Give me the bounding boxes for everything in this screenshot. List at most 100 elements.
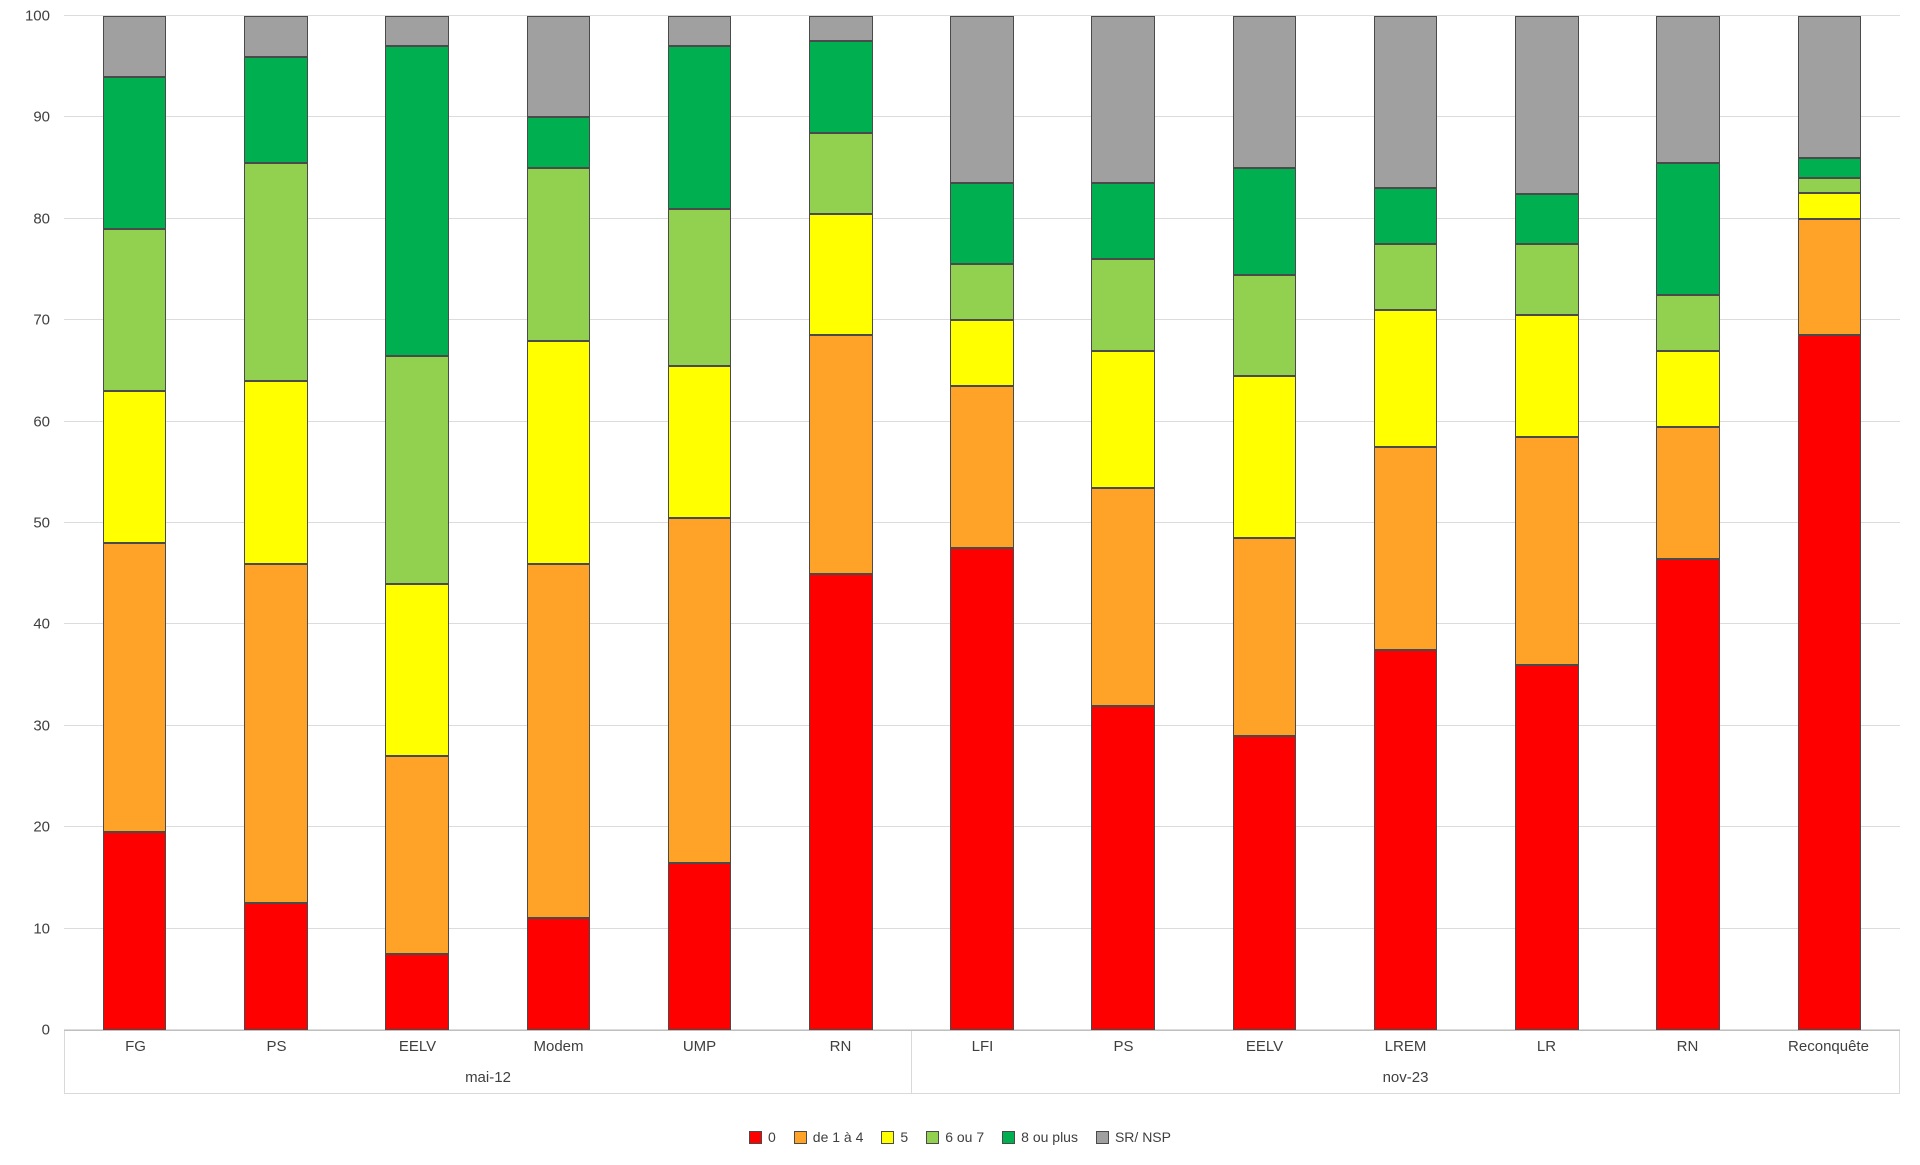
y-tick-label: 70 <box>33 311 50 329</box>
bar-segment-3 <box>1515 315 1579 437</box>
bar-segment-1 <box>667 862 732 1030</box>
bar-segment-5 <box>1797 158 1862 179</box>
axis-group: LFI PS EELV LREM LR RN Reconquête nov-23 <box>912 1031 1900 1093</box>
bar-segment-2 <box>809 335 873 574</box>
bar-segment-3 <box>244 381 308 564</box>
bar-slot <box>629 16 770 1030</box>
stacked-bar <box>1656 16 1720 1030</box>
bar-groups <box>64 16 1900 1030</box>
bar-segment-6 <box>385 16 449 47</box>
plot-area <box>64 15 1900 1030</box>
bar-slot <box>488 16 629 1030</box>
bar-segment-4 <box>244 163 308 382</box>
bar-segment-3 <box>1797 193 1862 219</box>
legend-label: 5 <box>900 1129 909 1145</box>
category-label: Reconquête <box>1788 1038 1869 1055</box>
bar-segment-5 <box>244 56 308 164</box>
bar-segment-1 <box>1373 649 1438 1030</box>
bar-segment-6 <box>1515 16 1579 194</box>
category-label: LREM <box>1384 1038 1427 1055</box>
bar-segment-5 <box>1656 163 1720 295</box>
y-tick-label: 10 <box>33 920 50 938</box>
bar-slot <box>1476 16 1617 1030</box>
bar-slot <box>1759 16 1900 1030</box>
bar-slot <box>205 16 346 1030</box>
legend-label: 8 ou plus <box>1021 1129 1078 1145</box>
bar-segment-1 <box>1515 664 1579 1030</box>
bar-slot <box>64 16 205 1030</box>
legend-item: SR/ NSP <box>1095 1129 1171 1145</box>
bar-segment-5 <box>385 46 449 356</box>
category-label: EELV <box>1245 1038 1284 1055</box>
bar-segment-2 <box>1656 426 1720 559</box>
legend-label: 0 <box>768 1129 776 1145</box>
x-axis: FG PS EELV Modem UMP RN mai-12 LFI PS EELV LREM LR R… <box>64 1030 1900 1094</box>
stacked-bar <box>102 16 167 1030</box>
category-label: PS <box>266 1038 287 1055</box>
y-tick-label: 60 <box>33 413 50 431</box>
legend-item: 6 ou 7 <box>926 1129 984 1145</box>
bar-segment-6 <box>1232 16 1297 169</box>
legend-swatch <box>926 1130 940 1144</box>
bar-segment-3 <box>1373 310 1438 447</box>
legend-swatch <box>881 1130 895 1144</box>
bar-segment-5 <box>1373 188 1438 245</box>
bar-segment-5 <box>1091 183 1156 260</box>
gridline <box>64 15 1900 16</box>
bar-segment-4 <box>1091 259 1156 351</box>
bar-group <box>911 16 1900 1030</box>
bar-segment-5 <box>526 117 591 169</box>
legend-item: 5 <box>881 1129 908 1145</box>
stacked-bar <box>244 16 308 1030</box>
bar-segment-2 <box>1232 538 1297 736</box>
bar-segment-3 <box>1656 350 1720 427</box>
bar-segment-1 <box>809 573 873 1030</box>
bar-segment-2 <box>526 563 591 919</box>
stacked-bar <box>1091 16 1156 1030</box>
bar-segment-4 <box>102 228 167 392</box>
bar-segment-3 <box>809 213 873 336</box>
y-tick-label: 20 <box>33 818 50 836</box>
bar-segment-2 <box>385 756 449 954</box>
bar-segment-6 <box>950 16 1014 184</box>
legend-swatch <box>1095 1130 1109 1144</box>
legend-swatch <box>749 1130 762 1144</box>
bar-segment-1 <box>385 953 449 1030</box>
bar-segment-4 <box>809 132 873 214</box>
bar-segment-5 <box>950 183 1014 265</box>
bar-segment-5 <box>1515 193 1579 245</box>
stacked-bar <box>385 16 449 1030</box>
bar-segment-6 <box>1797 16 1862 158</box>
y-tick-label: 90 <box>33 108 50 126</box>
bar-segment-6 <box>1373 16 1438 189</box>
bar-slot <box>770 16 911 1030</box>
bar-slot <box>1053 16 1194 1030</box>
bar-segment-2 <box>950 386 1014 549</box>
y-tick-label: 0 <box>41 1021 50 1039</box>
y-tick-label: 40 <box>33 615 50 633</box>
group-label: mai-12 <box>465 1069 511 1086</box>
bar-segment-4 <box>1656 294 1720 351</box>
category-label: RN <box>1676 1038 1699 1055</box>
bar-slot <box>1618 16 1759 1030</box>
bar-segment-3 <box>1232 376 1297 539</box>
category-label: Modem <box>533 1038 584 1055</box>
category-label: PS <box>1113 1038 1134 1055</box>
bar-segment-2 <box>1515 436 1579 665</box>
legend-item: 0 <box>749 1129 776 1145</box>
bar-slot <box>346 16 487 1030</box>
category-label: EELV <box>398 1038 437 1055</box>
bar-segment-4 <box>1515 244 1579 316</box>
bar-segment-2 <box>1373 446 1438 650</box>
stacked-bar <box>1515 16 1579 1030</box>
bar-segment-4 <box>526 168 591 341</box>
bar-segment-1 <box>526 918 591 1030</box>
bar-segment-1 <box>1797 335 1862 1030</box>
bar-slot <box>911 16 1052 1030</box>
bar-segment-4 <box>667 208 732 366</box>
category-row: LFI PS EELV LREM LR RN Reconquête <box>912 1031 1899 1062</box>
bar-segment-1 <box>1656 558 1720 1030</box>
legend: 0 de 1 à 4 5 6 ou 7 8 ou plus SR/ NSP <box>0 1129 1920 1145</box>
bar-segment-3 <box>526 340 591 564</box>
legend-swatch <box>1002 1130 1016 1144</box>
